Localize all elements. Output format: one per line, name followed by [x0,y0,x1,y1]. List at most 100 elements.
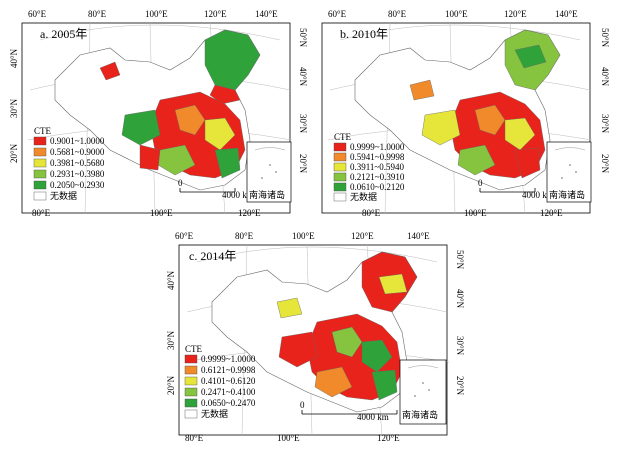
lat-label: 30°N [298,114,308,134]
legend-label: 0.3981~0.5680 [50,158,105,168]
region [314,366,353,398]
lat-label: 20°N [455,376,465,396]
lon-label: 100°E [292,231,315,241]
lat-label: 20°N [9,143,19,163]
map-panel-2010: 60°E 80°E 100°E 120°E 140°E b. [314,0,628,222]
lat-labels-left: 40°N 30°N 20°N [9,48,19,163]
china-region-map [54,29,261,191]
map-frame [178,244,448,436]
legend-label: 0.3911~0.5940 [350,162,405,172]
region [278,331,318,368]
lat-label: 40°N [600,67,610,87]
bottom-lon-labels: 80°E 100°E 120°E [32,208,261,218]
region [371,369,398,401]
region [409,79,435,101]
region [361,339,393,373]
scale-label: 4000 km [222,190,254,200]
legend: CTE 0.9999~1.0000 0.6121~0.9998 0.4101~0… [184,344,256,419]
map-panel-2014: 60°E 80°E 100°E 120°E 140°E c. [157,222,471,444]
lon-label: 120°E [540,208,563,218]
lon-label: 100°E [145,9,168,19]
lon-label: 80°E [185,433,204,443]
legend-no-data-label: 无数据 [350,191,377,202]
scale-bar: 0 4000 km [478,178,554,200]
lat-label: 40°N [455,289,465,309]
region [204,117,236,151]
top-lon-labels: 60°E 80°E 100°E 120°E 140°E [175,231,430,241]
map-frame [21,22,291,214]
lat-label: 30°N [166,330,176,350]
scale-zero: 0 [300,400,305,410]
legend-swatch [184,387,198,397]
scale-bar: 0 4000 km [178,178,254,200]
legend-no-data-label: 无数据 [50,190,77,201]
lat-label: 40°N [166,270,176,290]
top-lon-labels: 60°E 80°E 100°E 120°E 140°E [328,9,578,19]
legend-label: 0.5681~0.9000 [50,147,105,157]
lat-labels-right: 50°N 40°N 30°N 20°N [298,28,308,174]
legend-swatch [333,162,347,172]
region-northeast [204,29,261,91]
china-region-map [354,29,561,191]
region [214,147,241,179]
legend-swatch-no-data [184,409,198,419]
bottom-lon-labels: 80°E 100°E 120°E [362,208,563,218]
lon-label: 100°E [277,433,300,443]
lat-label: 50°N [600,28,610,48]
legend-swatch [333,182,347,192]
region [378,273,408,295]
region [504,117,536,151]
region [121,109,161,146]
legend-label: 0.9001~1.0000 [50,136,105,146]
panel-title: b. 2010年 [340,27,388,41]
lat-label: 40°N [9,48,19,68]
legend-label: 0.0610~0.2120 [350,182,405,192]
legend-swatch [33,147,47,157]
legend-swatch [33,158,47,168]
legend-swatch [184,376,198,386]
map-svg-2005: 60°E 80°E 100°E 120°E 140°E [9,9,308,218]
china-region-map [211,251,418,413]
legend-swatch [184,365,198,375]
legend: CTE 0.9999~1.0000 0.5941~0.9998 0.3911~0… [333,132,405,202]
legend-label: 0.5941~0.9998 [350,152,405,162]
lon-label: 120°E [351,231,374,241]
lon-label: 120°E [204,9,227,19]
lon-label: 120°E [504,9,527,19]
region [99,61,121,81]
lon-label: 140°E [555,9,578,19]
legend-swatch [333,172,347,182]
inset-label: 南海诸岛 [402,409,438,420]
map-panel-2005: 60°E 80°E 100°E 120°E 140°E [0,0,314,222]
legend-label: 0.9999~1.0000 [201,354,256,364]
lon-label: 60°E [28,9,47,19]
legend-swatch [33,169,47,179]
lon-label: 80°E [88,9,107,19]
legend-swatch [33,136,47,146]
legend-swatch [33,180,47,190]
legend-swatch [333,152,347,162]
lat-label: 30°N [600,114,610,134]
legend-swatch [184,354,198,364]
bottom-lon-labels: 80°E 100°E 120°E [185,433,400,443]
lon-label: 80°E [388,9,407,19]
lon-label: 140°E [407,231,430,241]
legend-swatch [333,142,347,152]
region [276,297,303,319]
legend-label: 0.2471~0.4100 [201,387,256,397]
region [331,326,363,358]
region [514,44,547,69]
region [457,144,496,176]
panel-title: a. 2005年 [40,27,87,41]
lat-labels-right: 50°N 40°N 30°N 20°N [455,250,465,396]
lon-label: 80°E [32,208,51,218]
scale-label: 4000 km [357,412,389,422]
lon-label: 120°E [238,208,261,218]
legend-swatch-no-data [333,192,347,202]
legend-swatch-no-data [33,191,47,201]
scale-bar: 0 4000 km [300,400,398,422]
legend-label: 0.4101~0.6120 [201,376,256,386]
lat-label: 30°N [455,336,465,356]
legend-label: 0.2931~0.3980 [50,169,105,179]
lon-label: 80°E [362,208,381,218]
